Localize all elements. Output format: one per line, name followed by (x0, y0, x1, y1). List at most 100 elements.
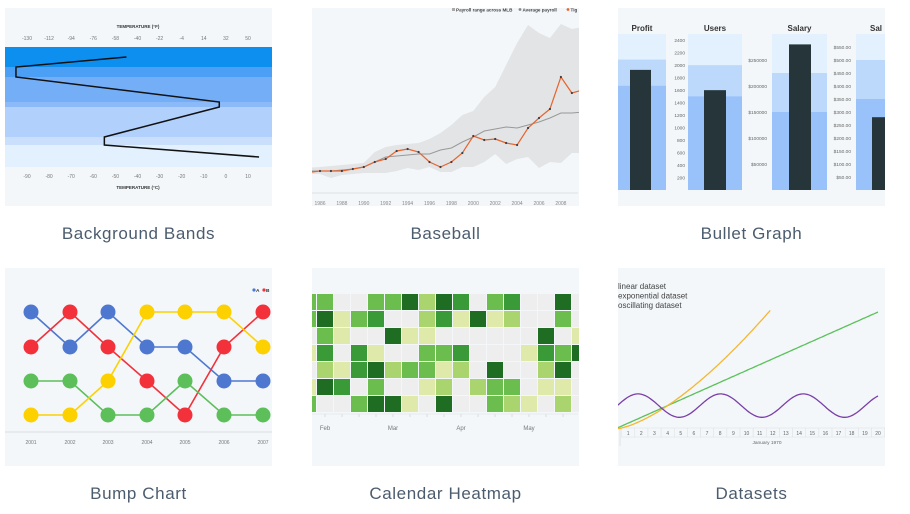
day-cell (317, 396, 333, 412)
day-cell (504, 311, 520, 327)
axis-tick-label: 1200 (674, 113, 685, 119)
team-point (439, 165, 442, 169)
axis-tick-label: $400.00 (834, 84, 852, 90)
day-cell (504, 328, 520, 344)
axis-tick-label: 1800 (674, 75, 685, 81)
dataset-line (618, 393, 879, 418)
day-cell (351, 379, 367, 395)
card-bullet-graph[interactable]: Profit Users 2400 2200 2000 1800 1600 1400 1200 1… (618, 8, 885, 206)
caption-bump-chart[interactable]: Bump Chart (90, 484, 187, 503)
team-point (483, 138, 486, 142)
day-cell (402, 328, 418, 344)
caption-bullet-graph[interactable]: Bullet Graph (700, 224, 803, 243)
year-tick-label: 2008 (555, 201, 566, 206)
team-point (351, 167, 354, 171)
day-cell (312, 379, 316, 395)
day-cell (436, 379, 452, 395)
card-baseball[interactable]: 1986 1988 1990 1992 1994 1996 1998 2000 2002 2004… (312, 8, 579, 206)
axis-tick-label: 2200 (674, 51, 685, 57)
axis-tick-label: 1400 (674, 100, 685, 106)
year-tick-label: 2000 (468, 201, 479, 206)
year-tick-label: 2004 (141, 440, 152, 446)
day-cell (470, 379, 486, 395)
year-tick-label: 1988 (336, 201, 347, 206)
axis-tick-label: $100.00 (834, 162, 852, 168)
month-label: May (523, 426, 534, 432)
day-cell (385, 345, 401, 361)
team-point (450, 160, 453, 164)
axis-tick-label: 1600 (674, 88, 685, 94)
legend-range-swatch (452, 8, 455, 11)
bump-chart: 2001 2002 2003 2004 2005 2006 2007 A B (5, 288, 272, 446)
card-bump-chart[interactable]: 2001 2002 2003 2004 2005 2006 2007 A B (5, 268, 272, 466)
day-cell (504, 379, 520, 395)
f-tick-label: -94 (68, 36, 75, 42)
top-axis-title: TEMPERATURE (°F) (117, 24, 160, 29)
day-cell (504, 362, 520, 378)
c-tick-label: -30 (156, 174, 163, 180)
day-cell (572, 379, 579, 395)
series-point (100, 339, 116, 355)
calendar-heatmap-chart: Feb Mar Apr May (312, 294, 579, 432)
day-cell (312, 396, 316, 412)
day-cell (572, 294, 579, 310)
day-cell (521, 294, 537, 310)
axis-tick-label: $350.00 (834, 97, 852, 103)
caption-background-bands[interactable]: Background Bands (61, 224, 216, 243)
legend-label: oscillating dataset (618, 301, 682, 310)
year-tick-label: 2007 (257, 440, 268, 446)
f-tick-label: -76 (90, 36, 97, 42)
team-point (548, 107, 552, 111)
day-cell (334, 294, 350, 310)
payroll-range-area (312, 24, 579, 178)
day-cell (521, 396, 537, 412)
axis-tick-label: $150.00 (834, 149, 852, 155)
team-point (516, 143, 519, 147)
axis-tick-label: 600 (677, 150, 685, 156)
day-cell (334, 311, 350, 327)
value-bar (789, 44, 811, 191)
c-tick-label: -60 (90, 174, 97, 180)
team-point (559, 75, 563, 79)
day-cell (419, 345, 435, 361)
dataset-line (618, 309, 771, 430)
day-cell (334, 396, 350, 412)
day-cell (572, 328, 579, 344)
day-cell (368, 294, 384, 310)
series-point (100, 304, 116, 320)
day-cell (368, 311, 384, 327)
axis-tick-label: 200 (677, 175, 685, 181)
day-cell (555, 294, 571, 310)
card-datasets[interactable]: 1 2 3 4 5 6 7 8 9 10 11 12 13 14 15 16 17 18 19 20 January 1… (618, 268, 885, 466)
day-cell (334, 379, 350, 395)
bullet-graph-chart: Profit Users 2400 2200 2000 1800 1600 1400 1200 1… (618, 24, 885, 191)
axis-tick-label: $100000 (748, 136, 767, 142)
month-label: Feb (320, 426, 331, 432)
day-cell (555, 362, 571, 378)
day-cell (572, 396, 579, 412)
card-calendar-heatmap[interactable]: Feb Mar Apr May (312, 268, 579, 466)
day-cell (317, 311, 333, 327)
c-tick-label: 10 (245, 174, 251, 180)
month-label: Mar (388, 426, 398, 432)
day-cell (538, 362, 554, 378)
card-background-bands[interactable]: TEMPERATURE (°F) -130 -112 -94 -76 -58 -40 -22-… (5, 8, 272, 206)
day-tick-label: 9 (732, 431, 735, 437)
axis-tick-label: $550.00 (834, 45, 852, 51)
day-cell (402, 379, 418, 395)
panel-title: Users (704, 24, 727, 33)
day-cell (470, 345, 486, 361)
day-cell (487, 328, 503, 344)
caption-calendar-heatmap[interactable]: Calendar Heatmap (369, 484, 522, 503)
year-tick-label: 2002 (64, 440, 75, 446)
team-point (362, 165, 365, 169)
series-point (23, 373, 39, 389)
day-cell (487, 362, 503, 378)
c-tick-label: -80 (45, 174, 52, 180)
c-tick-label: -90 (23, 174, 30, 180)
day-cell (312, 345, 316, 361)
c-tick-label: -40 (134, 174, 141, 180)
value-bar (704, 90, 726, 190)
caption-datasets[interactable]: Datasets (715, 484, 788, 503)
caption-baseball[interactable]: Baseball (410, 224, 481, 243)
